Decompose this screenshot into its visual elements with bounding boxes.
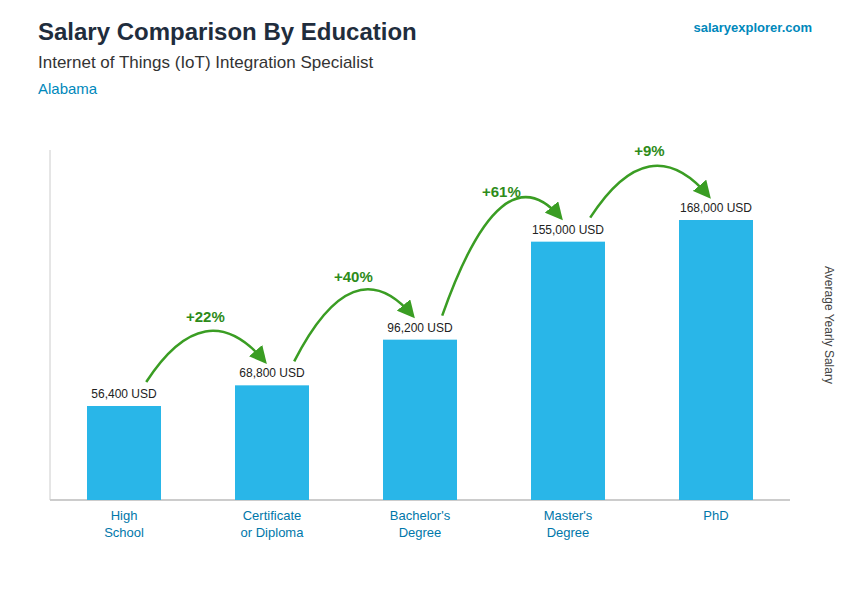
change-arrow — [442, 197, 560, 316]
annotation: +61% — [482, 183, 521, 200]
bars — [87, 220, 753, 500]
annotation: +9% — [634, 142, 664, 159]
subtitle: Alabama — [38, 80, 98, 97]
bar — [679, 220, 753, 500]
data-label: 96,200 USD — [387, 321, 453, 335]
change-arrow — [146, 331, 264, 382]
source: salaryexplorer.com — [693, 20, 812, 35]
data-label: 168,000 USD — [680, 201, 752, 215]
y-axis-line — [50, 150, 51, 500]
x-tick-label: Master'sDegree — [544, 508, 593, 540]
bar — [383, 340, 457, 500]
data-label: 155,000 USD — [532, 223, 604, 237]
data-label: 68,800 USD — [239, 366, 305, 380]
bar — [87, 406, 161, 500]
change-arrow — [294, 289, 412, 361]
bar — [531, 242, 605, 500]
change-arrow — [590, 166, 708, 218]
annotation: +22% — [186, 308, 225, 325]
chart-svg: Salary Comparison By Education Internet o… — [0, 0, 850, 606]
title: Salary Comparison By Education — [38, 18, 417, 45]
x-tick-label: Bachelor'sDegree — [390, 508, 451, 540]
annotation: +40% — [334, 268, 373, 285]
bar — [235, 385, 309, 500]
x-tick-label: Certificateor Diploma — [241, 508, 305, 540]
x-tick-label: PhD — [703, 508, 728, 523]
y-axis-label: Average Yearly Salary — [822, 266, 836, 384]
subtitle: Internet of Things (IoT) Integration Spe… — [38, 53, 373, 72]
data-label: 56,400 USD — [91, 387, 157, 401]
x-tick-label: HighSchool — [104, 508, 144, 540]
chart-container: Salary Comparison By Education Internet o… — [0, 0, 850, 606]
